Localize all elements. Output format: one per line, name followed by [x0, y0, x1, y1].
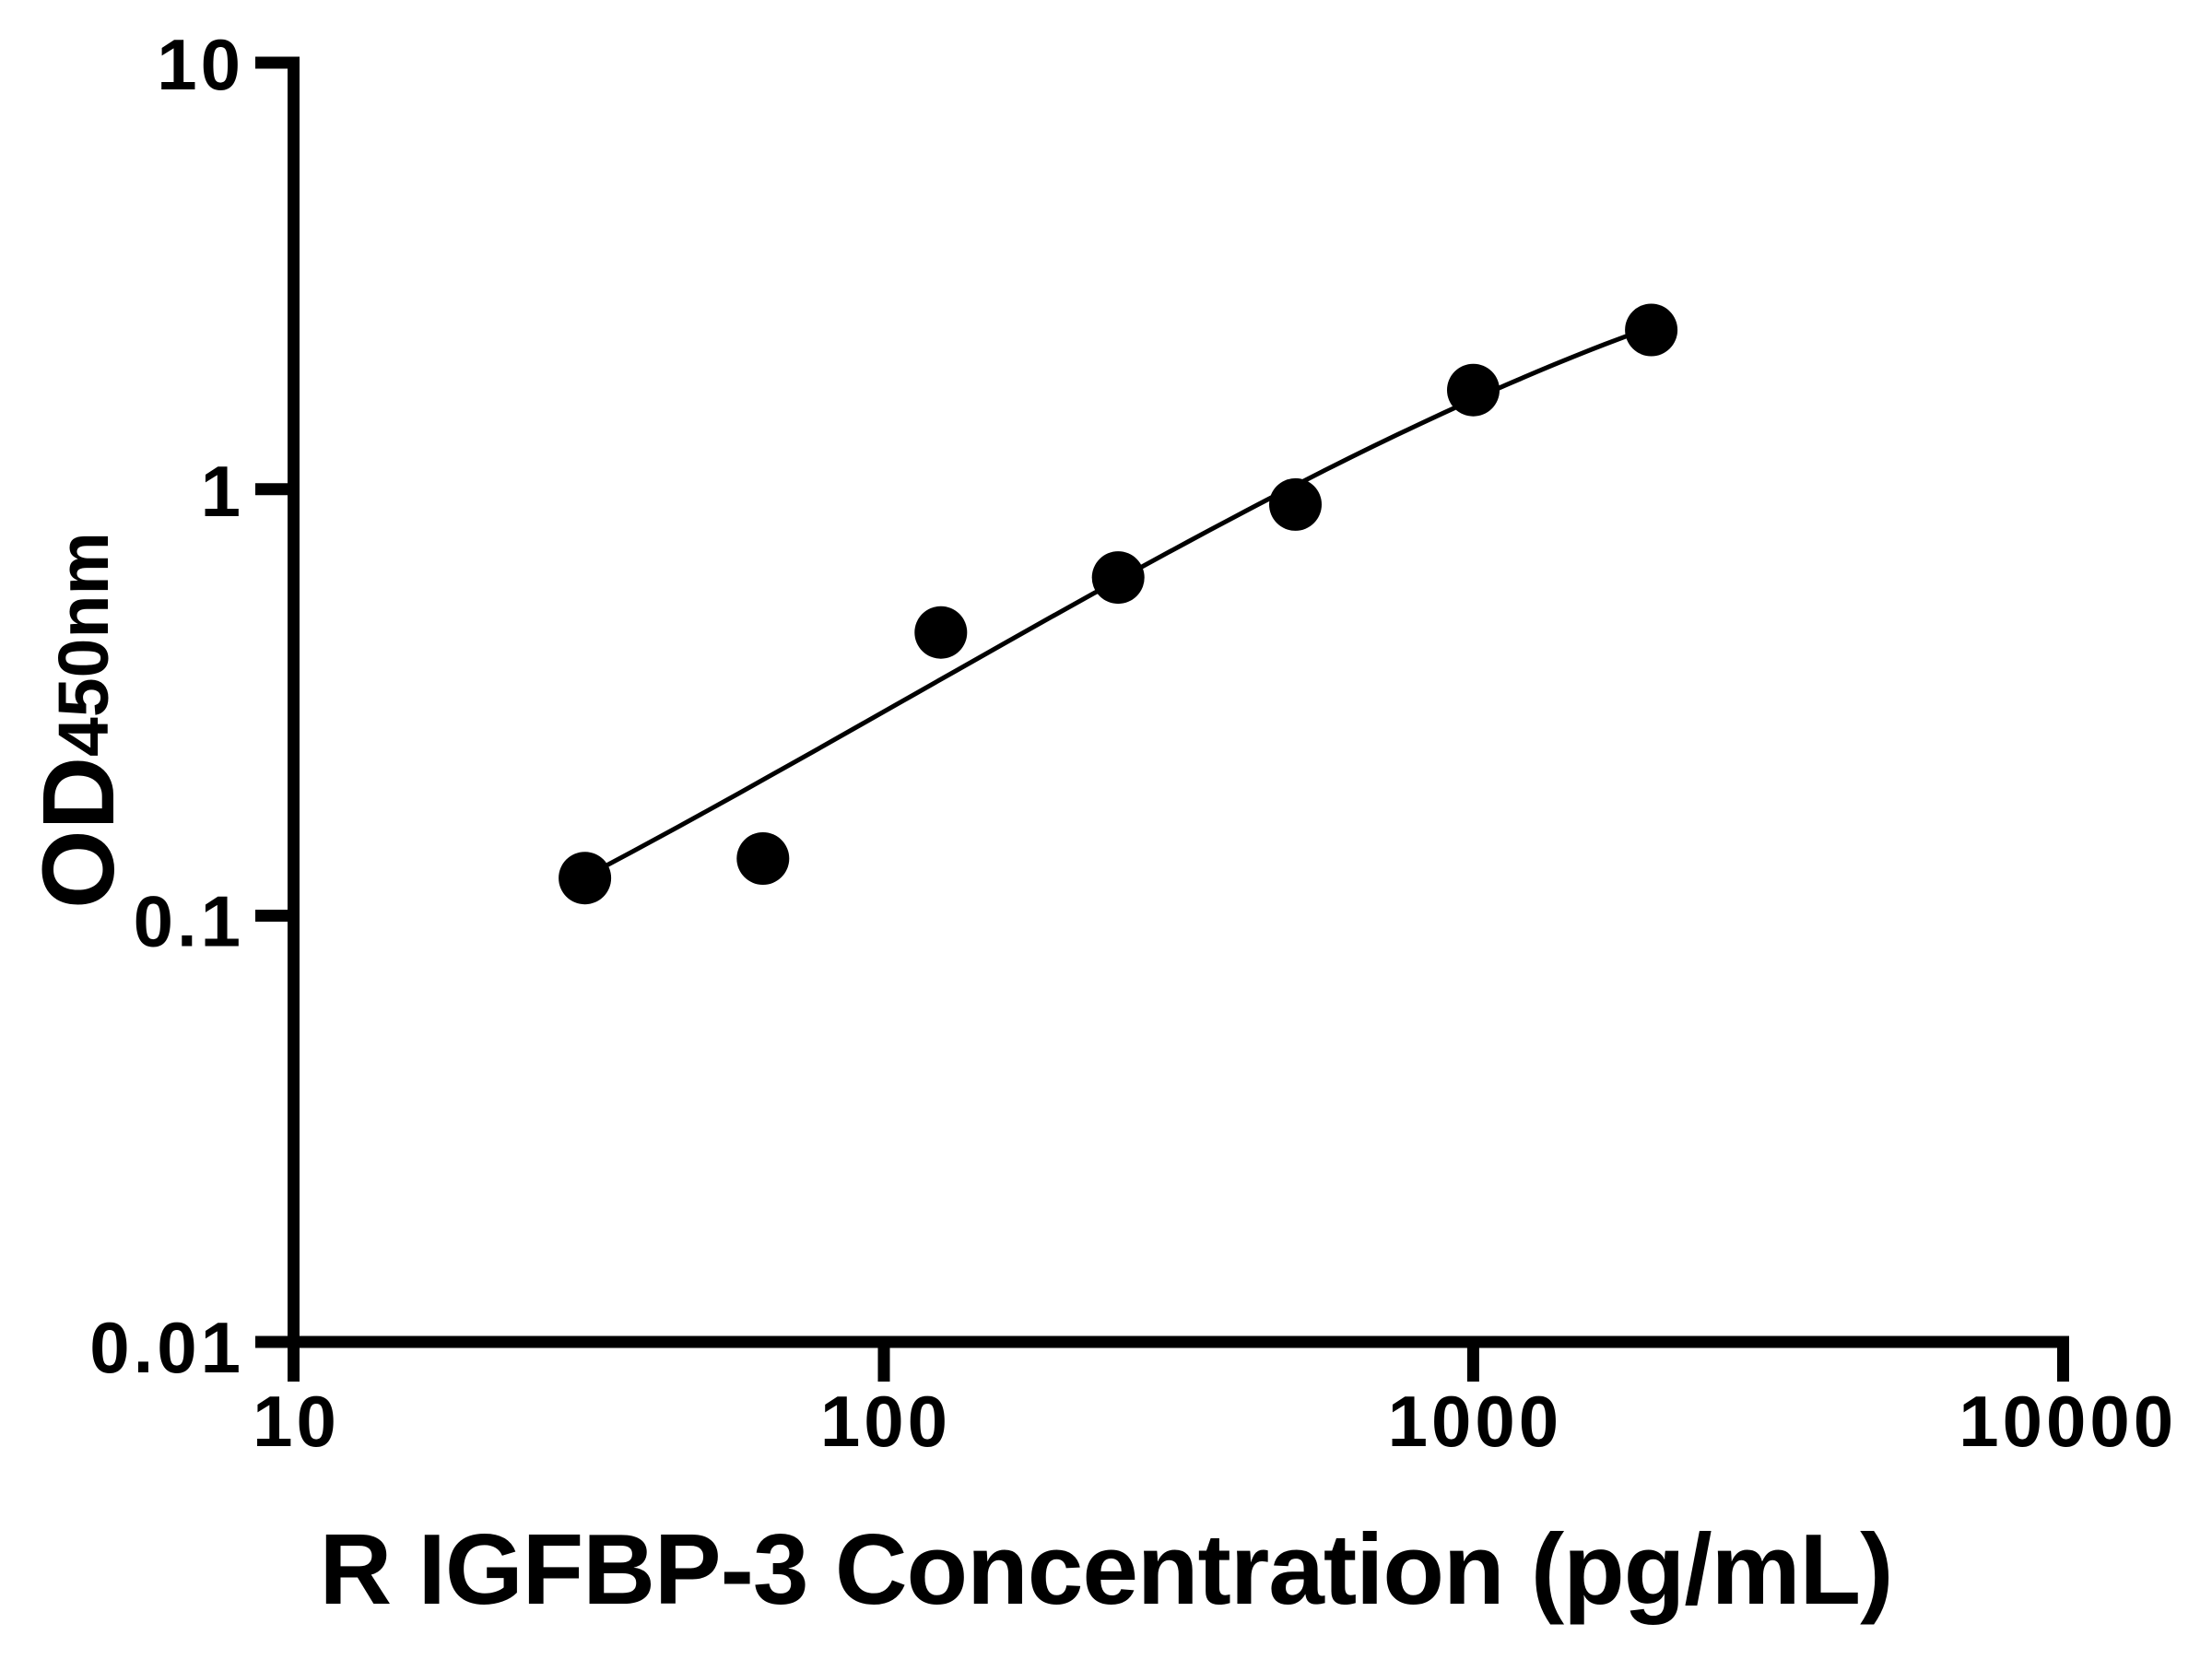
- svg-text:10: 10: [253, 1381, 340, 1462]
- svg-text:1000: 1000: [1388, 1381, 1563, 1462]
- svg-text:OD450nm: OD450nm: [22, 532, 135, 909]
- svg-text:R IGFBP-3 Concentration (pg/mL: R IGFBP-3 Concentration (pg/mL): [320, 1513, 1893, 1626]
- svg-text:1: 1: [201, 451, 244, 532]
- svg-text:0.1: 0.1: [134, 881, 244, 962]
- svg-text:10000: 10000: [1959, 1381, 2177, 1462]
- svg-text:0.01: 0.01: [89, 1307, 244, 1388]
- svg-text:100: 100: [820, 1381, 951, 1462]
- svg-text:10: 10: [157, 24, 244, 105]
